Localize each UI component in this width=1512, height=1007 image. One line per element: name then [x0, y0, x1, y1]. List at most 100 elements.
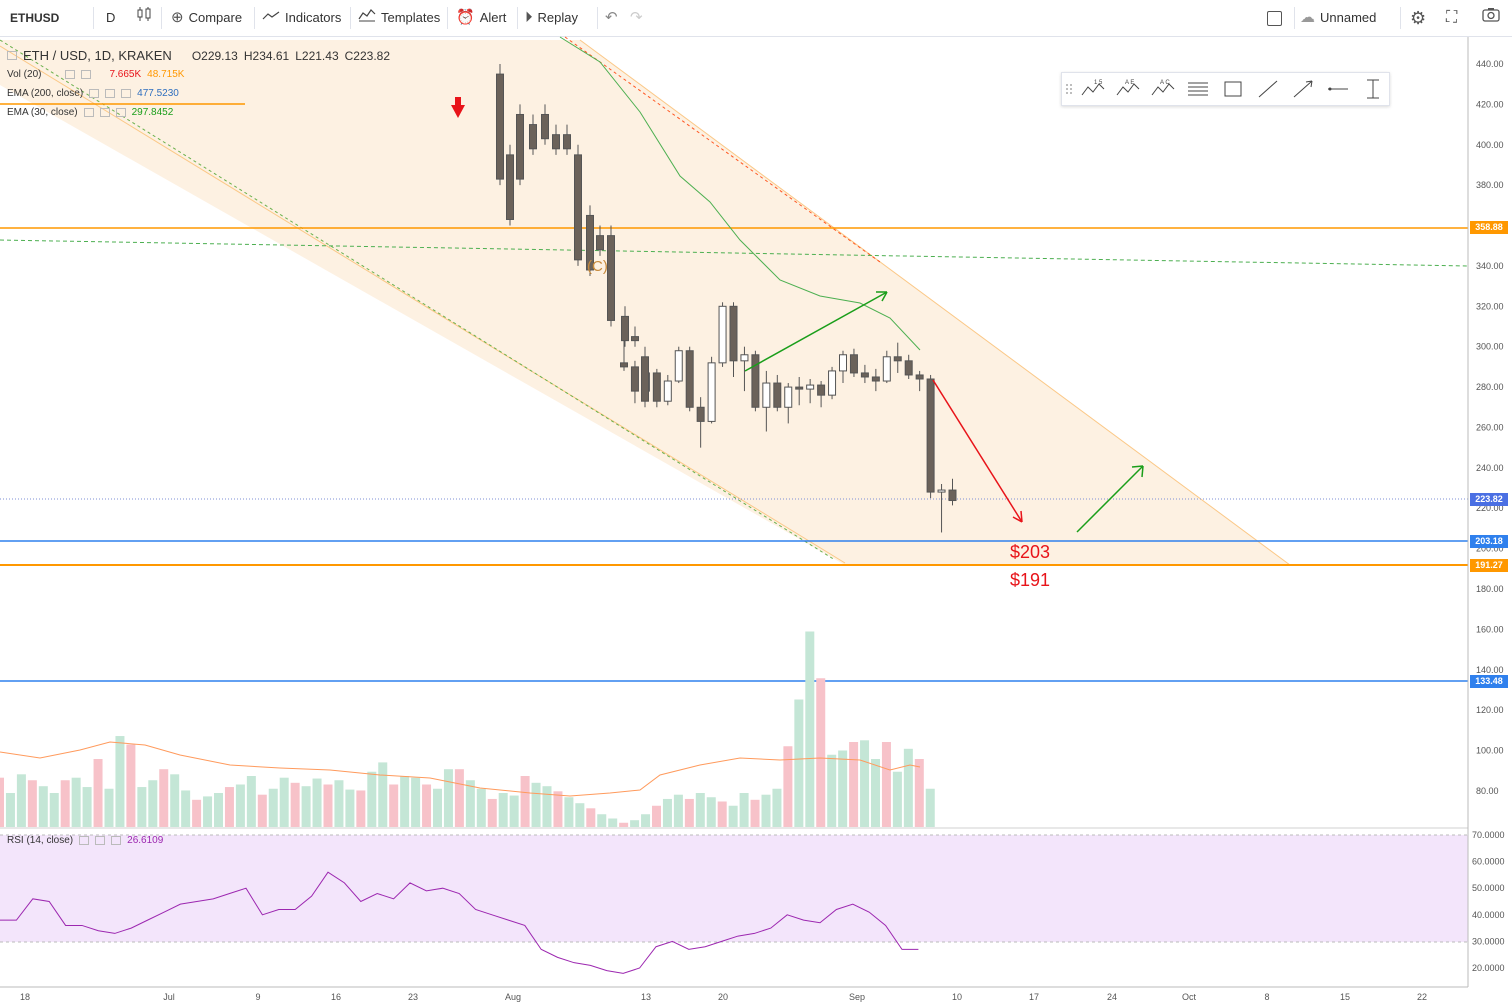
price-tick-label: 100.00 [1476, 746, 1504, 756]
volume-legend[interactable]: Vol (20) 7.665K 48.715K [7, 69, 184, 80]
ema30-legend[interactable]: EMA (30, close) 297.8452 [7, 107, 173, 118]
rectangle-tool-icon[interactable] [1220, 77, 1246, 101]
candle [773, 374, 782, 412]
volume-bar [279, 777, 289, 827]
settings-icon[interactable] [105, 89, 116, 98]
fib-lines-tool-icon[interactable] [1185, 77, 1211, 101]
close-icon[interactable] [111, 836, 122, 845]
redo-button[interactable]: ↷ [630, 6, 643, 30]
candle-body [817, 384, 826, 396]
wave-15-tool-icon[interactable]: 1 5 [1080, 77, 1106, 101]
compare-button[interactable]: ⊕ Compare [171, 6, 242, 30]
volume-bar [739, 793, 749, 827]
wave-ac-tool-icon[interactable]: A C [1150, 77, 1176, 101]
wave-ae-tool-icon[interactable]: A E [1115, 77, 1141, 101]
candle-body [839, 354, 847, 372]
templates-icon [358, 6, 376, 30]
eye-icon[interactable] [65, 70, 76, 79]
candle-body [948, 489, 957, 502]
channel-lower-dashed-line[interactable] [0, 39, 836, 561]
interval-button[interactable]: D [106, 6, 115, 30]
templates-button[interactable]: Templates [358, 6, 440, 30]
collapse-icon[interactable] [7, 51, 17, 60]
candle [586, 205, 594, 277]
candle [784, 383, 793, 424]
candle-body [849, 354, 858, 374]
rsi-tick-label: 70.0000 [1472, 830, 1505, 840]
trend-line-tool-icon[interactable] [1255, 77, 1281, 101]
price-tag-133: 133.48 [1470, 675, 1508, 688]
alert-button[interactable]: ⏰ Alert [456, 6, 506, 30]
candle-body [926, 378, 935, 493]
candle [806, 379, 815, 404]
rsi-legend[interactable]: RSI (14, close) 26.6109 [7, 835, 163, 846]
price-axis[interactable] [1468, 37, 1512, 987]
vertical-line-tool-icon[interactable] [1360, 77, 1386, 101]
ema200-legend[interactable]: EMA (200, close) 477.5230 [7, 88, 179, 99]
fullscreen-toggle-button[interactable] [1267, 6, 1282, 30]
volume-bar [684, 798, 694, 827]
candle [607, 225, 615, 327]
symbol-search[interactable]: ETHUSD [10, 6, 59, 30]
settings-icon[interactable] [81, 70, 92, 79]
channel-upper-dashed-line[interactable] [564, 36, 881, 263]
volume-bar [564, 797, 574, 827]
settings-button[interactable]: ⚙ [1410, 6, 1426, 30]
volume-bar [465, 780, 475, 827]
settings-icon[interactable] [99, 108, 110, 117]
volume-bar [575, 803, 585, 827]
candle [707, 356, 716, 424]
close-icon[interactable] [115, 108, 126, 117]
candle-body [630, 366, 639, 392]
eye-icon[interactable] [89, 89, 100, 98]
candle-body [596, 235, 604, 251]
cloud-icon: ☁ [1300, 9, 1315, 26]
close-value: C223.82 [344, 48, 390, 63]
ema200-label: EMA (200, close) [7, 88, 84, 99]
redo-icon: ↷ [630, 9, 643, 26]
target-label-191: $191 [1010, 570, 1050, 590]
volume-bar [630, 820, 640, 827]
price-tick-label: 160.00 [1476, 624, 1504, 634]
eye-icon[interactable] [83, 108, 94, 117]
candle [552, 124, 560, 155]
arrow-tool-icon[interactable] [1290, 77, 1316, 101]
main-series-legend[interactable]: ETH / USD, 1D, KRAKEN O229.13 H234.61 L2… [7, 48, 390, 63]
price-tag-203: 203.18 [1470, 535, 1508, 548]
horizontal-ray-tool-icon[interactable] [1325, 77, 1351, 101]
candle-body [620, 362, 628, 368]
settings-icon[interactable] [95, 836, 106, 845]
price-tick-label: 200.00 [1476, 544, 1504, 554]
time-axis[interactable] [0, 987, 1468, 1007]
fullscreen-button[interactable]: ⛶ [1446, 6, 1457, 30]
red-down-arrow[interactable] [932, 379, 1023, 523]
indicators-button[interactable]: Indicators [262, 6, 341, 30]
candle [506, 144, 514, 226]
green-up-arrow-2[interactable] [1076, 465, 1144, 533]
candle-body [663, 380, 672, 402]
candle-body [893, 356, 902, 362]
volume-bar [673, 794, 683, 827]
candle-body [506, 154, 514, 220]
volume-bar [400, 776, 410, 827]
volume-ma-line [0, 741, 921, 797]
chart-style-button[interactable] [136, 6, 152, 30]
toolbar-divider [1400, 7, 1401, 29]
drag-handle[interactable] [1064, 77, 1074, 101]
descending-channel[interactable] [0, 40, 1290, 565]
eye-icon[interactable] [79, 836, 90, 845]
time-tick-label: 17 [1029, 992, 1039, 1002]
snapshot-button[interactable] [1482, 6, 1500, 30]
volume-bar [38, 786, 48, 827]
channel-lower-edge[interactable] [0, 45, 846, 564]
replay-button[interactable]: ⏵ Replay [525, 6, 578, 30]
volume-bar [553, 791, 563, 827]
undo-button[interactable]: ↶ [605, 6, 618, 30]
channel-upper-edge[interactable] [579, 39, 1291, 566]
layout-name-button[interactable]: ☁ Unnamed [1300, 6, 1376, 30]
volume-bar [422, 784, 432, 827]
close-icon[interactable] [121, 89, 132, 98]
candle [926, 374, 935, 499]
green-up-arrow-1[interactable] [744, 291, 888, 372]
